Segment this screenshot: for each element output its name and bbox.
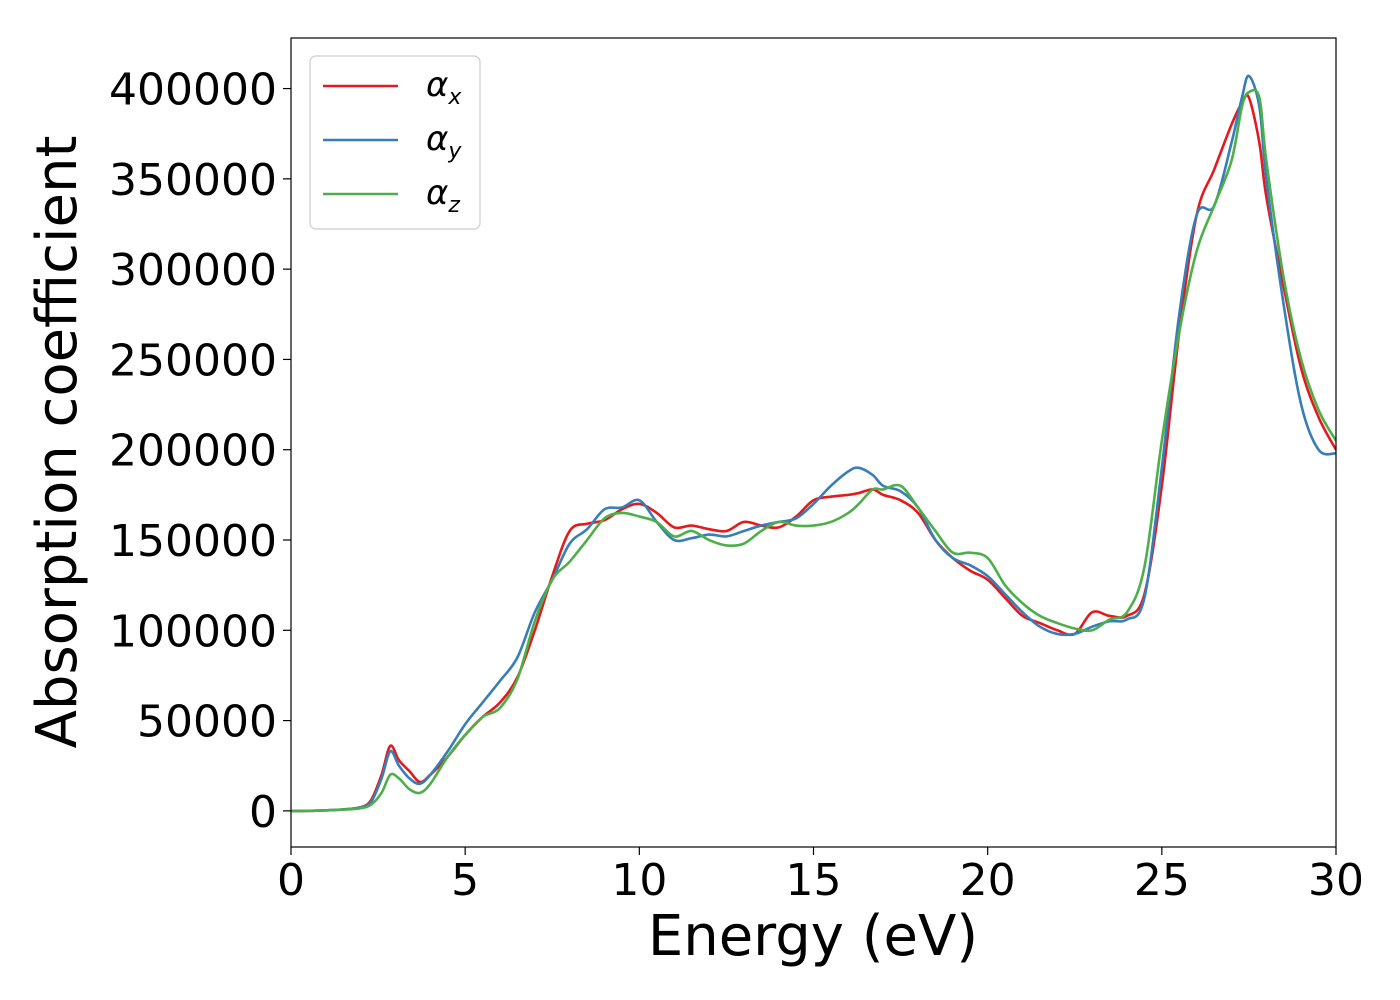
y-tick-label: 100000: [109, 606, 277, 657]
legend-label-0: αx: [426, 65, 462, 110]
legend-label-2: αz: [426, 173, 460, 218]
x-tick-label: 15: [786, 855, 842, 906]
legend-label-1: αy: [426, 119, 462, 164]
x-axis-title: Energy (eV): [648, 904, 978, 969]
y-tick-label: 350000: [109, 155, 277, 206]
series-line-alpha-z: [291, 88, 1336, 813]
y-tick-label: 150000: [109, 516, 277, 567]
legend: αx αy αz: [309, 55, 481, 230]
x-tick-label: 0: [277, 855, 305, 906]
x-tick-label: 20: [960, 855, 1016, 906]
x-tick-label: 10: [611, 855, 667, 906]
y-tick-label: 50000: [137, 697, 277, 748]
y-tick-label: 250000: [109, 335, 277, 386]
y-tick-label: 0: [249, 787, 277, 838]
y-axis-title: Absorption coefficient: [25, 136, 90, 749]
x-tick-label: 30: [1308, 855, 1364, 906]
x-axis: 0 5 10 15 20 25 30: [277, 847, 1364, 906]
series-line-alpha-y: [291, 74, 1336, 813]
legend-box: [309, 55, 481, 230]
series-layer: [291, 74, 1336, 813]
y-tick-label: 300000: [109, 245, 277, 296]
y-tick-label: 400000: [109, 65, 277, 116]
x-tick-label: 25: [1134, 855, 1190, 906]
x-tick-label: 5: [451, 855, 479, 906]
y-tick-label: 200000: [109, 426, 277, 477]
y-axis: 0 50000 100000 150000 200000 250000 300000 3500…: [109, 65, 291, 838]
